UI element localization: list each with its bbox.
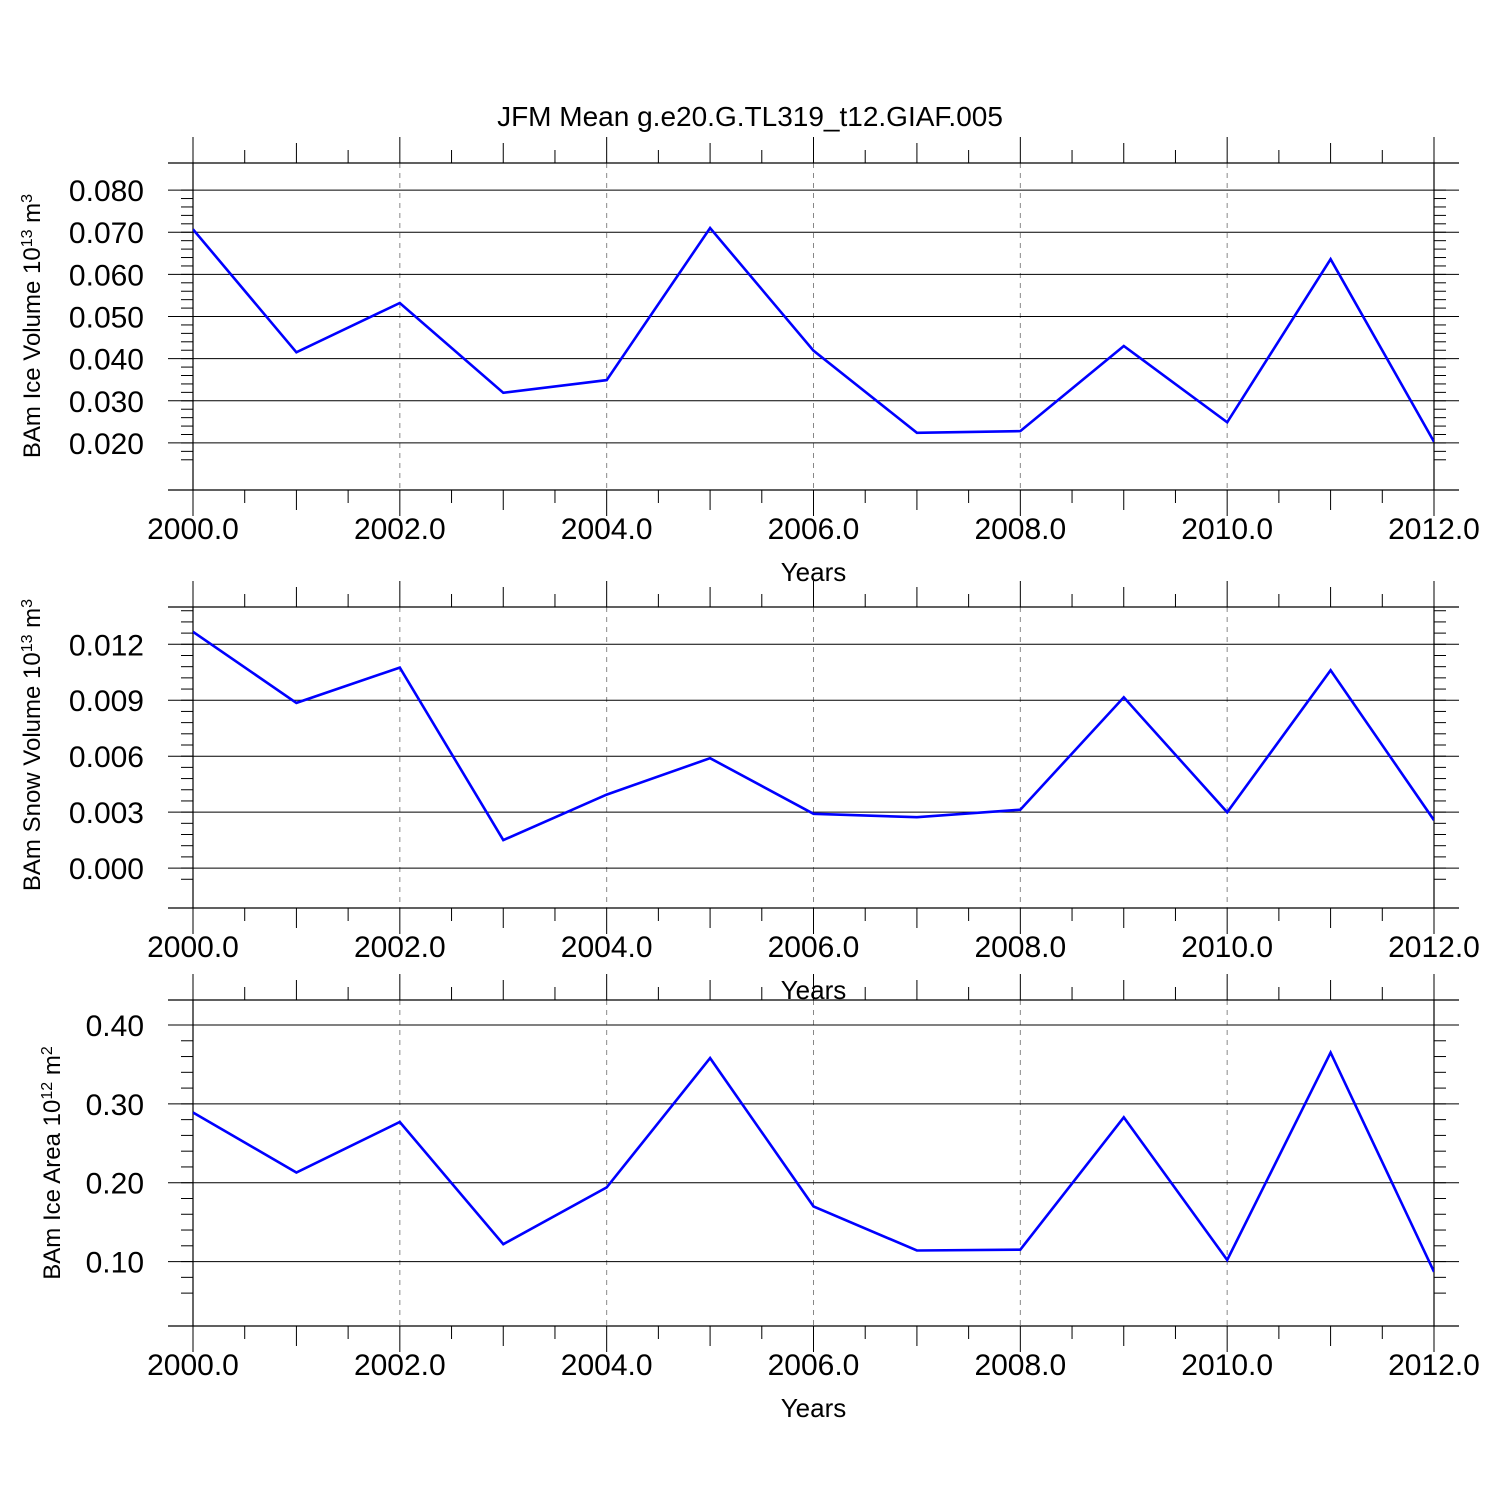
y-tick-label: 0.030	[69, 386, 144, 419]
y-tick-label: 0.003	[69, 797, 144, 830]
y-axis-title: BAm Ice Volume 1013 m3	[19, 194, 47, 458]
chart-panel-3: 0.10 0.20 0.30 0.40 2000.0 2002.0 2004.0 2006.0…	[39, 974, 1480, 1423]
y-axis-title: BAm Ice Area 1012 m2	[39, 1046, 67, 1280]
y-axis-title-superscript: 2	[39, 1046, 56, 1055]
chart-title: JFM Mean g.e20.G.TL319_t12.GIAF.005	[497, 101, 1003, 132]
y-tick-label: 0.006	[69, 741, 144, 774]
y-tick-label: 0.000	[69, 853, 144, 886]
x-tick-label: 2010.0	[1181, 931, 1273, 964]
y-tick-label: 0.012	[69, 629, 144, 662]
x-axis-title: Years	[781, 1393, 847, 1423]
y-axis-title-superscript: 13	[19, 229, 36, 247]
y-axis-title-superscript: 3	[19, 599, 36, 608]
x-tick-label: 2008.0	[974, 1349, 1066, 1382]
x-tick-label: 2012.0	[1388, 513, 1480, 546]
x-tick-label: 2002.0	[354, 1349, 446, 1382]
y-axis-title-part: m	[39, 1055, 66, 1082]
x-tick-label: 2006.0	[768, 931, 860, 964]
x-tick-label: 2008.0	[974, 931, 1066, 964]
y-tick-label: 0.20	[86, 1168, 144, 1201]
x-tick-label: 2002.0	[354, 513, 446, 546]
x-tick-label: 2004.0	[561, 513, 653, 546]
y-axis-title-part: m	[19, 608, 46, 635]
chart-panel-2: 0.000 0.003 0.006 0.009 0.012 2000.0 2002.0 200…	[19, 581, 1480, 1005]
x-tick-label: 2000.0	[147, 931, 239, 964]
y-axis-title: BAm Snow Volume 1013 m3	[19, 599, 47, 891]
series-line	[193, 630, 1434, 842]
x-tick-label: 2004.0	[561, 1349, 653, 1382]
y-axis-title-part: m	[19, 203, 46, 230]
y-tick-label: 0.10	[86, 1247, 144, 1280]
y-tick-label: 0.30	[86, 1089, 144, 1122]
y-tick-label: 0.050	[69, 302, 144, 335]
x-tick-label: 2000.0	[147, 1349, 239, 1382]
y-axis-title-part: BAm Ice Volume 10	[19, 247, 46, 458]
y-tick-label: 0.020	[69, 428, 144, 461]
x-tick-label: 2008.0	[974, 513, 1066, 546]
x-tick-label: 2002.0	[354, 931, 446, 964]
x-tick-label: 2012.0	[1388, 1349, 1480, 1382]
y-axis-title-superscript: 13	[19, 634, 36, 652]
x-tick-label: 2000.0	[147, 513, 239, 546]
x-tick-label: 2006.0	[768, 513, 860, 546]
x-tick-label: 2012.0	[1388, 931, 1480, 964]
y-axis-title-superscript: 12	[39, 1082, 56, 1100]
y-tick-label: 0.070	[69, 217, 144, 250]
y-tick-label: 0.060	[69, 259, 144, 292]
x-tick-label: 2010.0	[1181, 513, 1273, 546]
y-axis-title-superscript: 3	[19, 194, 36, 203]
y-axis-title-part: BAm Snow Volume 10	[19, 652, 46, 891]
series-line	[193, 225, 1434, 443]
y-tick-label: 0.009	[69, 685, 144, 718]
y-tick-label: 0.40	[86, 1010, 144, 1043]
y-tick-label: 0.040	[69, 344, 144, 377]
y-tick-label: 0.080	[69, 175, 144, 208]
y-axis-title-part: BAm Ice Area 10	[39, 1100, 66, 1280]
chart-panel-1: 0.020 0.030 0.040 0.050 0.060 0.070 0.080 2000.…	[19, 137, 1480, 587]
x-tick-label: 2010.0	[1181, 1349, 1273, 1382]
series-line	[193, 1049, 1434, 1273]
x-tick-label: 2004.0	[561, 931, 653, 964]
x-tick-label: 2006.0	[768, 1349, 860, 1382]
